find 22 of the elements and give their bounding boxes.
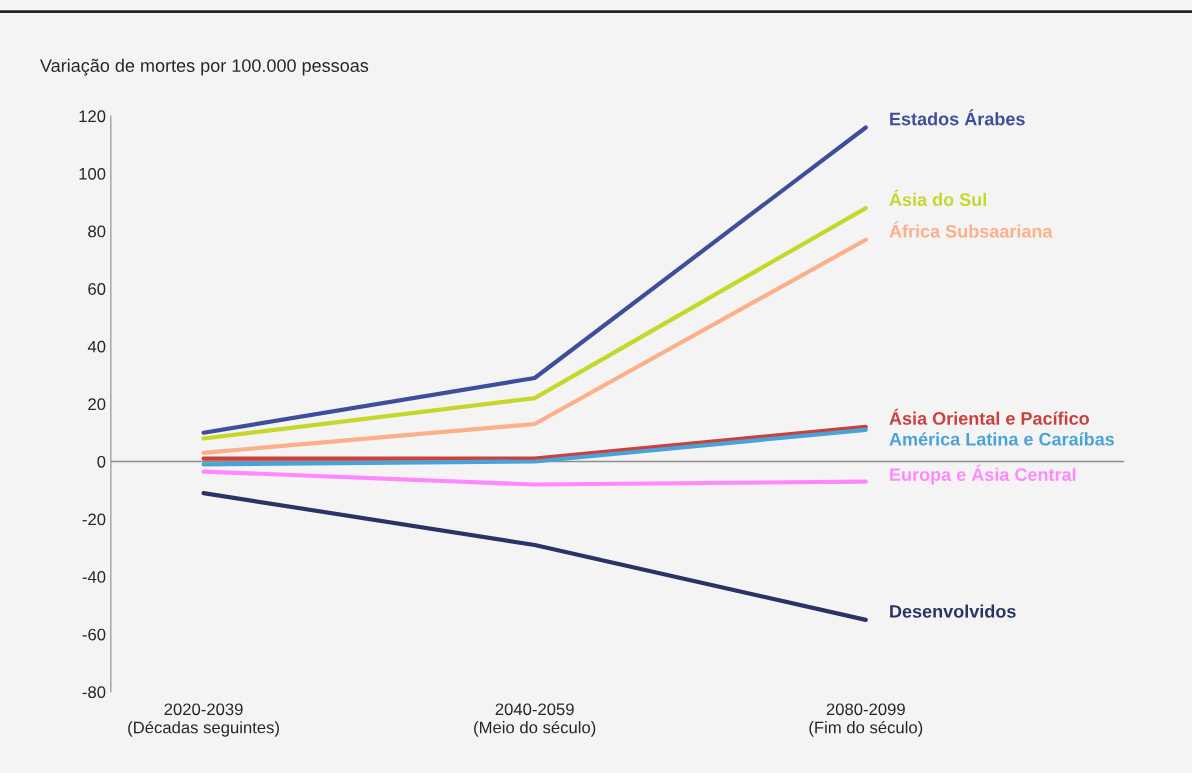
x-tick-label: 2040-2059 (Meio do século) — [474, 703, 596, 737]
y-tick-label: -60 — [82, 628, 106, 641]
y-tick-label: 120 — [79, 110, 106, 123]
series-label: Ásia do Sul — [889, 189, 987, 207]
y-tick-label: -20 — [82, 513, 106, 526]
y-tick-label: 60 — [88, 283, 106, 295]
y-tick-label: 40 — [87, 340, 106, 353]
y-tick-label: 20 — [88, 398, 106, 411]
series-label: Desenvolvidos — [890, 604, 1016, 618]
y-tick-label: 80 — [88, 225, 106, 238]
series-label: Estados Árabes — [890, 109, 1025, 126]
series-label: Europa e Ásia Central — [890, 464, 1076, 485]
y-tick-label: 100 — [79, 167, 106, 180]
y-axis-title: Variação de mortes por 100.000 pessoas — [40, 58, 369, 76]
y-tick-label: -80 — [82, 686, 106, 699]
y-tick-label: -40 — [82, 571, 106, 583]
series-label: América Latina e Caraíbas — [889, 432, 1115, 446]
y-tick-label: 0 — [97, 455, 106, 468]
series-label: Ásia Oriental e Pacífico — [889, 408, 1089, 425]
x-tick-label: 2020-2039 (Décadas seguintes) — [128, 703, 279, 737]
series-label: África Subsaariana — [889, 221, 1053, 238]
x-tick-label: 2080-2099 (Fim do século) — [809, 703, 923, 737]
